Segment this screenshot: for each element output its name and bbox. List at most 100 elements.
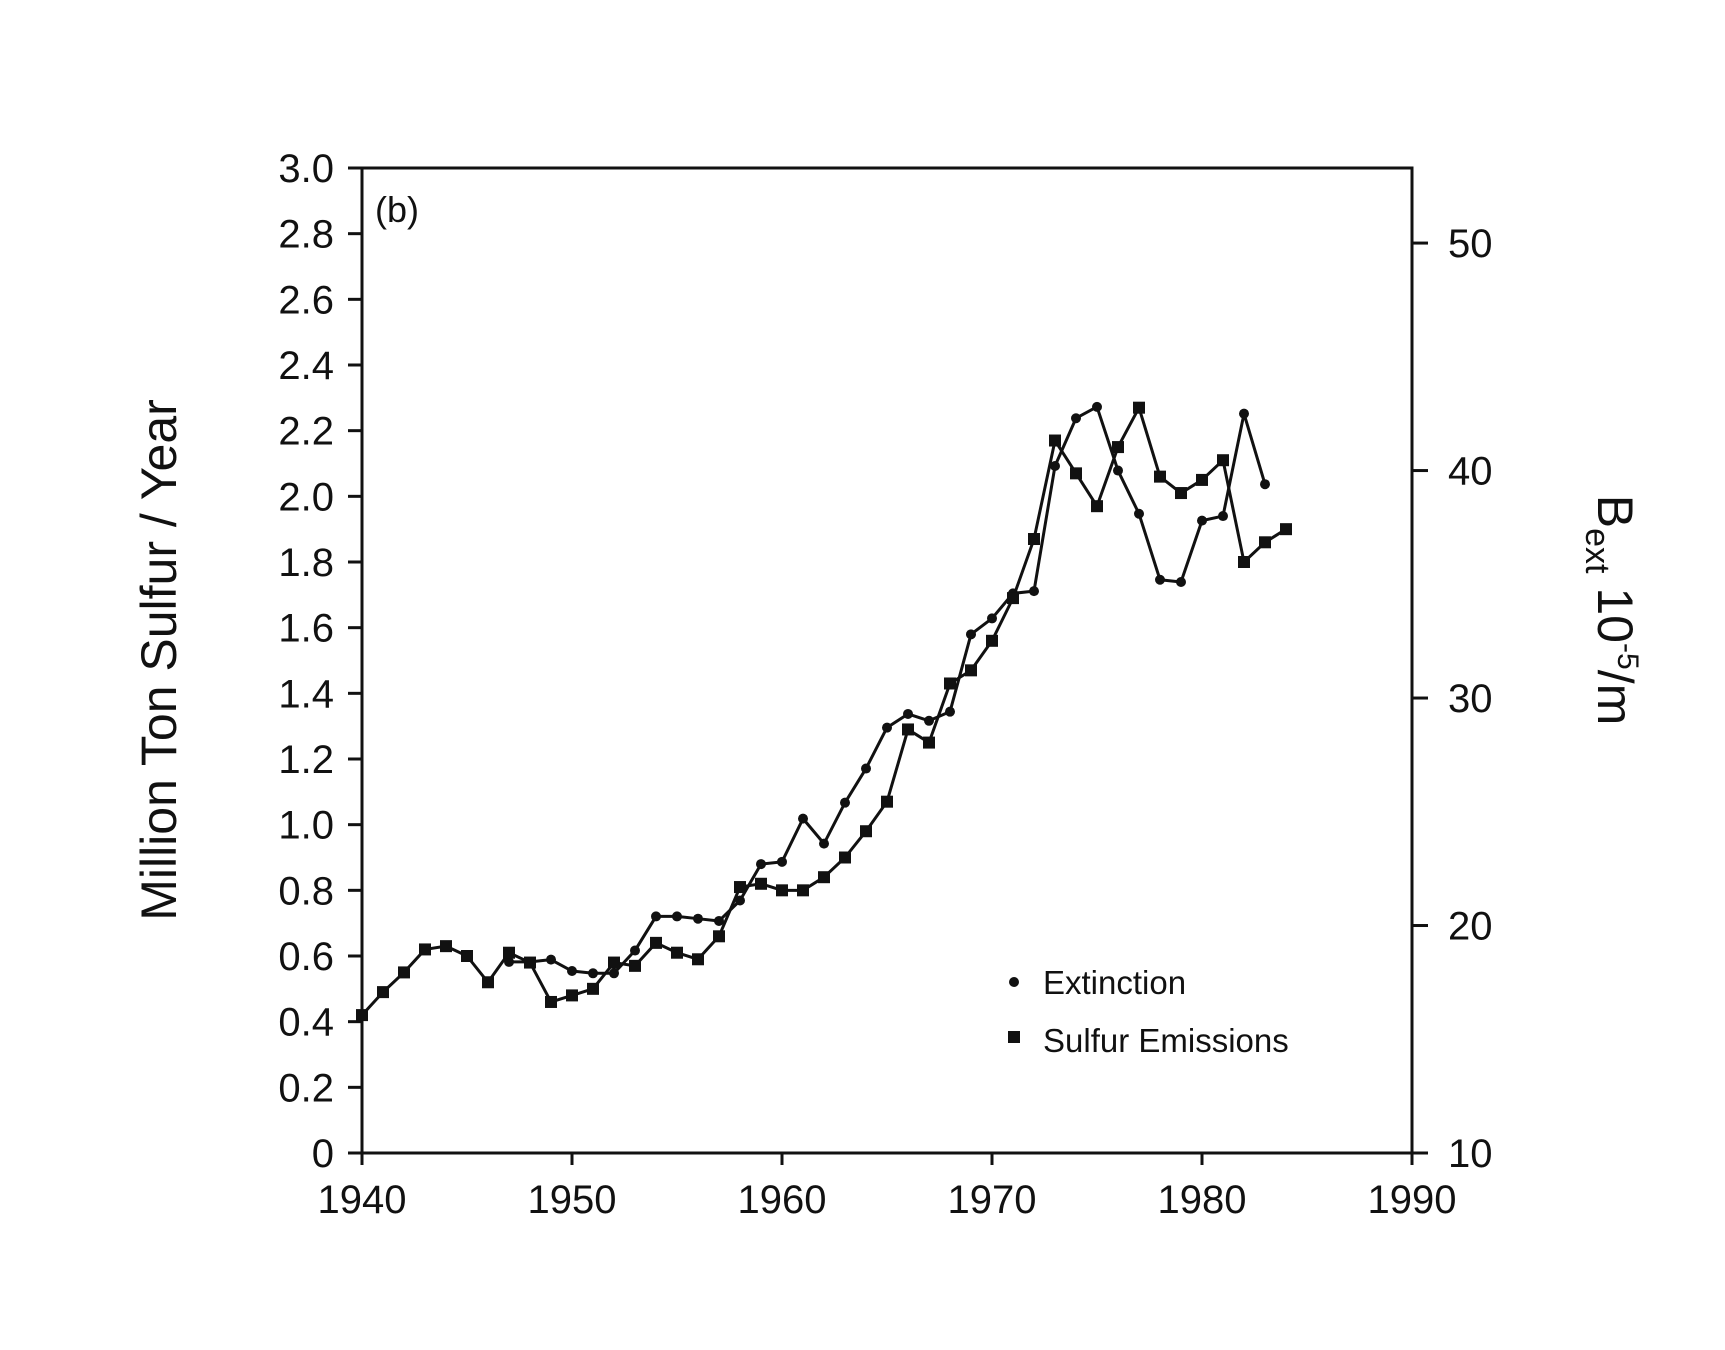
left-y-tick-label: 1.6 (278, 607, 334, 651)
data-point-sulfur-emissions (1070, 467, 1082, 480)
x-tick-label: 1990 (1368, 1178, 1457, 1222)
right-y-tick-label: 50 (1448, 222, 1493, 266)
x-tick-label: 1960 (738, 1178, 827, 1222)
data-point-sulfur-emissions (629, 959, 641, 972)
data-point-extinction (840, 797, 850, 808)
data-point-sulfur-emissions (587, 982, 599, 995)
data-point-extinction (924, 715, 934, 726)
right-y-tick-label: 30 (1448, 677, 1493, 721)
data-point-extinction (714, 915, 724, 926)
data-point-sulfur-emissions (440, 940, 452, 953)
data-point-sulfur-emissions (776, 884, 788, 897)
series-line-sulfur-emissions (360, 406, 1287, 1017)
x-tick-label: 1980 (1158, 1178, 1247, 1222)
data-point-sulfur-emissions (755, 877, 767, 890)
left-y-axis-label: Million Ton Sulfur / Year (131, 399, 187, 921)
left-y-axis: 0 0.2 0.4 0.6 0.8 1.0 1.2 1.4 1.6 1.8 2.0 2.2 2.4 2.6… (278, 147, 362, 1176)
data-point-sulfur-emissions (860, 825, 872, 838)
data-point-extinction (882, 722, 892, 733)
data-point-extinction (1134, 508, 1144, 519)
data-point-sulfur-emissions (1049, 434, 1061, 447)
left-y-tick-label: 1.4 (278, 672, 334, 716)
data-point-sulfur-emissions (1175, 487, 1187, 500)
data-point-extinction (735, 895, 745, 906)
series-layer (356, 401, 1292, 1022)
data-point-extinction (756, 859, 766, 870)
data-point-extinction (1260, 479, 1270, 490)
left-y-tick-label: 1.0 (278, 804, 334, 848)
left-y-tick-label: 1.2 (278, 738, 334, 782)
data-point-extinction (945, 706, 955, 717)
data-point-sulfur-emissions (419, 943, 431, 956)
series-line-extinction (509, 405, 1267, 975)
left-y-tick-label: 2.4 (278, 344, 334, 388)
right-y-tick-label: 20 (1448, 905, 1493, 949)
left-y-tick-label: 0.2 (278, 1066, 334, 1110)
left-y-tick-label: 0.4 (278, 1001, 334, 1045)
data-point-sulfur-emissions (1154, 470, 1166, 483)
left-y-tick-label: 1.8 (278, 541, 334, 585)
data-point-sulfur-emissions (923, 736, 935, 749)
right-y-tick-label: 40 (1448, 450, 1493, 494)
data-point-sulfur-emissions (524, 956, 536, 969)
data-point-extinction (1113, 465, 1123, 476)
legend-label-sulfur-emissions: Sulfur Emissions (1043, 1022, 1289, 1059)
data-point-sulfur-emissions (650, 936, 662, 949)
data-point-sulfur-emissions (482, 976, 494, 989)
data-point-extinction (966, 629, 976, 640)
data-point-sulfur-emissions (839, 851, 851, 864)
data-point-sulfur-emissions (797, 884, 809, 897)
right-y-axis-label: Bext 10-5/m (1578, 495, 1644, 725)
data-point-extinction (1155, 574, 1165, 585)
data-point-extinction (672, 911, 682, 922)
data-point-sulfur-emissions (671, 946, 683, 959)
left-y-tick-label: 2.0 (278, 475, 334, 519)
data-point-extinction (903, 708, 913, 719)
data-point-sulfur-emissions (1259, 536, 1271, 549)
data-point-extinction (1197, 515, 1207, 526)
data-point-sulfur-emissions (1133, 401, 1145, 414)
data-point-sulfur-emissions (461, 950, 473, 962)
data-point-sulfur-emissions (398, 966, 410, 979)
data-point-sulfur-emissions (965, 664, 977, 677)
data-point-sulfur-emissions (1196, 473, 1208, 486)
data-point-extinction (1050, 461, 1060, 472)
data-point-sulfur-emissions (734, 881, 746, 894)
data-point-sulfur-emissions (986, 634, 998, 647)
data-point-sulfur-emissions (944, 677, 956, 690)
legend-label-extinction: Extinction (1043, 964, 1186, 1001)
data-point-sulfur-emissions (818, 871, 830, 884)
data-point-sulfur-emissions (692, 953, 704, 966)
data-point-extinction (567, 966, 577, 977)
left-y-tick-label: 2.6 (278, 278, 334, 322)
data-point-sulfur-emissions (1112, 441, 1124, 454)
right-y-axis: 10 20 30 40 50 (1412, 222, 1493, 1176)
data-point-sulfur-emissions (566, 989, 578, 1002)
data-point-extinction (546, 954, 556, 965)
data-point-extinction (651, 911, 661, 922)
data-point-extinction (1029, 586, 1039, 597)
x-tick-label: 1950 (528, 1178, 617, 1222)
data-point-extinction (693, 913, 703, 924)
data-point-extinction (777, 856, 787, 867)
data-point-extinction (588, 968, 598, 979)
left-y-tick-label: 2.8 (278, 213, 334, 257)
data-point-extinction (819, 838, 829, 849)
data-point-sulfur-emissions (1028, 533, 1040, 546)
data-point-sulfur-emissions (1007, 592, 1019, 605)
x-tick-label: 1970 (948, 1178, 1037, 1222)
data-point-extinction (1092, 401, 1102, 412)
data-point-sulfur-emissions (902, 723, 914, 736)
data-point-sulfur-emissions (1091, 500, 1103, 513)
data-point-sulfur-emissions (713, 930, 725, 943)
data-point-sulfur-emissions (881, 795, 893, 808)
plot-frame (360, 166, 1414, 1155)
left-y-tick-label: 0.8 (278, 869, 334, 913)
x-axis: 1940 1950 1960 1970 1980 1990 (318, 1153, 1457, 1222)
right-y-tick-label: 10 (1448, 1132, 1493, 1176)
data-point-extinction (1239, 408, 1249, 419)
data-point-extinction (609, 968, 619, 979)
data-point-extinction (1218, 511, 1228, 522)
data-point-sulfur-emissions (545, 995, 557, 1008)
